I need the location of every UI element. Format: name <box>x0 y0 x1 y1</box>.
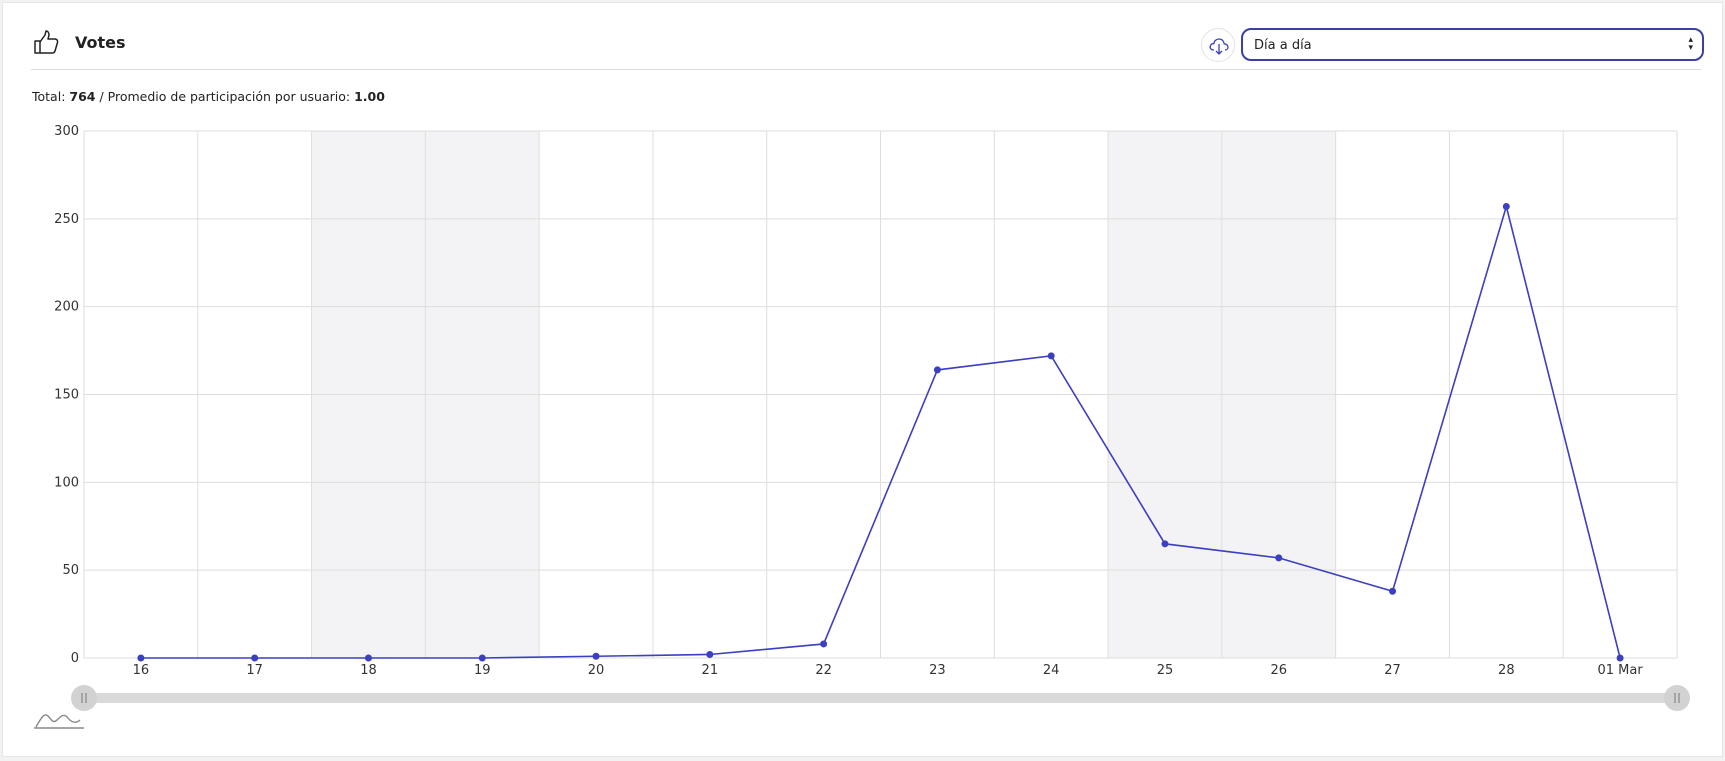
y-tick-label: 250 <box>54 212 79 227</box>
range-slider-right-handle[interactable] <box>1664 685 1690 711</box>
data-point[interactable] <box>1161 540 1169 548</box>
card-header: Votes Día a día ▴ ▾ <box>31 25 1704 70</box>
x-tick-label: 21 <box>702 663 719 678</box>
data-point[interactable] <box>1502 203 1510 211</box>
average-label: Promedio de participación por usuario: <box>107 89 351 104</box>
data-point[interactable] <box>1275 554 1283 562</box>
cloud-download-icon <box>1209 38 1229 55</box>
total-label: Total: <box>32 89 66 104</box>
data-point[interactable] <box>251 654 259 662</box>
period-select-value: Día a día <box>1254 38 1312 53</box>
x-tick-label: 26 <box>1270 663 1287 678</box>
x-tick-label: 22 <box>815 663 832 678</box>
data-point[interactable] <box>592 652 600 660</box>
data-point[interactable] <box>820 640 828 648</box>
y-tick-label: 0 <box>71 651 79 666</box>
x-tick-label: 24 <box>1043 663 1060 678</box>
data-point[interactable] <box>364 654 372 662</box>
data-point[interactable] <box>933 366 941 374</box>
y-tick-label: 150 <box>54 388 79 403</box>
x-tick-label: 19 <box>474 663 491 678</box>
period-select[interactable]: Día a día ▴ ▾ <box>1241 28 1704 61</box>
average-value: 1.00 <box>354 89 385 104</box>
x-tick-label: 25 <box>1157 663 1174 678</box>
data-point[interactable] <box>1616 654 1624 662</box>
series-line <box>140 203 1621 659</box>
votes-summary: Total: 764 / Promedio de participación p… <box>32 89 385 104</box>
y-tick-label: 100 <box>54 475 79 490</box>
x-tick-label: 23 <box>929 663 946 678</box>
range-slider-left-handle[interactable] <box>71 685 97 711</box>
area-chart-icon <box>34 714 84 729</box>
x-tick-label: 01 Mar <box>1598 663 1644 678</box>
card-title: Votes <box>75 33 126 52</box>
thumbs-up-icon <box>33 29 61 57</box>
total-value: 764 <box>69 89 96 104</box>
data-point[interactable] <box>1389 587 1397 595</box>
data-point[interactable] <box>137 654 145 662</box>
x-tick-label: 16 <box>133 663 150 678</box>
y-tick-label: 200 <box>54 300 79 315</box>
data-point[interactable] <box>478 654 486 662</box>
x-tick-label: 18 <box>360 663 377 678</box>
y-tick-label: 300 <box>54 124 79 139</box>
range-slider-track[interactable] <box>84 693 1677 703</box>
summary-separator: / <box>99 89 104 104</box>
x-tick-label: 28 <box>1498 663 1515 678</box>
x-tick-label: 17 <box>246 663 263 678</box>
data-point[interactable] <box>706 650 714 658</box>
data-point[interactable] <box>1047 352 1055 360</box>
x-tick-label: 27 <box>1384 663 1401 678</box>
download-button[interactable] <box>1201 28 1235 62</box>
select-caret-icon: ▴ ▾ <box>1688 35 1693 53</box>
x-tick-label: 20 <box>588 663 605 678</box>
y-tick-label: 50 <box>62 563 79 578</box>
